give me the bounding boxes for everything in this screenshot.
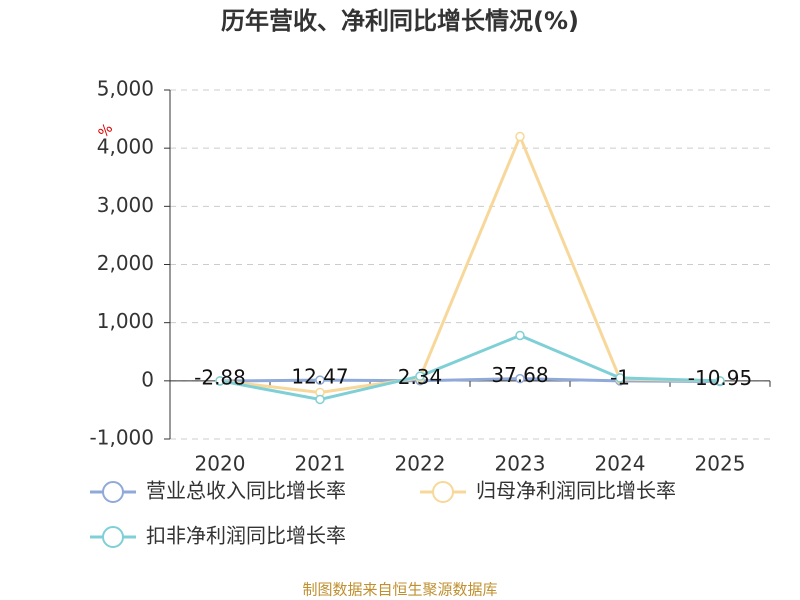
- data-label: -1: [610, 365, 630, 389]
- point: [515, 373, 525, 384]
- series-line: [219, 377, 721, 383]
- point: [415, 371, 425, 381]
- legend-marker: [432, 481, 454, 503]
- y-tick-label: 3,000: [97, 193, 154, 217]
- data-label: 37.68: [491, 363, 548, 387]
- x-tick-label: 2025: [695, 452, 746, 476]
- y-tick-label: 1,000: [97, 309, 154, 333]
- legend-label: 归母净利润同比增长率: [476, 479, 676, 503]
- x-tick-label: 2024: [595, 452, 646, 476]
- legend-label: 营业总收入同比增长率: [146, 479, 346, 503]
- data-label: -2.88: [194, 366, 246, 390]
- data-label: 2.34: [398, 365, 443, 389]
- chart-title: 历年营收、净利同比增长情况(%): [221, 7, 579, 35]
- data-label: 12.47: [291, 365, 348, 389]
- legend-marker: [102, 526, 124, 548]
- legend-marker: [102, 481, 124, 503]
- point: [315, 394, 325, 405]
- data-label: -10.95: [688, 366, 752, 390]
- y-tick-label: 5,000: [97, 77, 154, 101]
- x-tick-label: 2021: [295, 452, 346, 476]
- point: [715, 376, 725, 386]
- point: [515, 131, 525, 142]
- y-tick-label: 2,000: [97, 251, 154, 275]
- legend-label: 扣非净利润同比增长率: [146, 524, 346, 548]
- x-tick-label: 2022: [395, 452, 446, 476]
- x-tick-label: 2020: [195, 452, 246, 476]
- source: 制图数据来自恒生聚源数据库: [302, 581, 497, 599]
- y-tick-label: 0: [141, 367, 154, 391]
- y-tick-label: -1,000: [90, 426, 154, 450]
- point: [315, 375, 325, 385]
- y-tick-label: 4,000: [97, 135, 154, 159]
- point: [615, 373, 625, 383]
- series-line: [219, 333, 721, 401]
- x-tick-label: 2023: [495, 452, 546, 476]
- point: [515, 330, 525, 341]
- point: [215, 376, 225, 386]
